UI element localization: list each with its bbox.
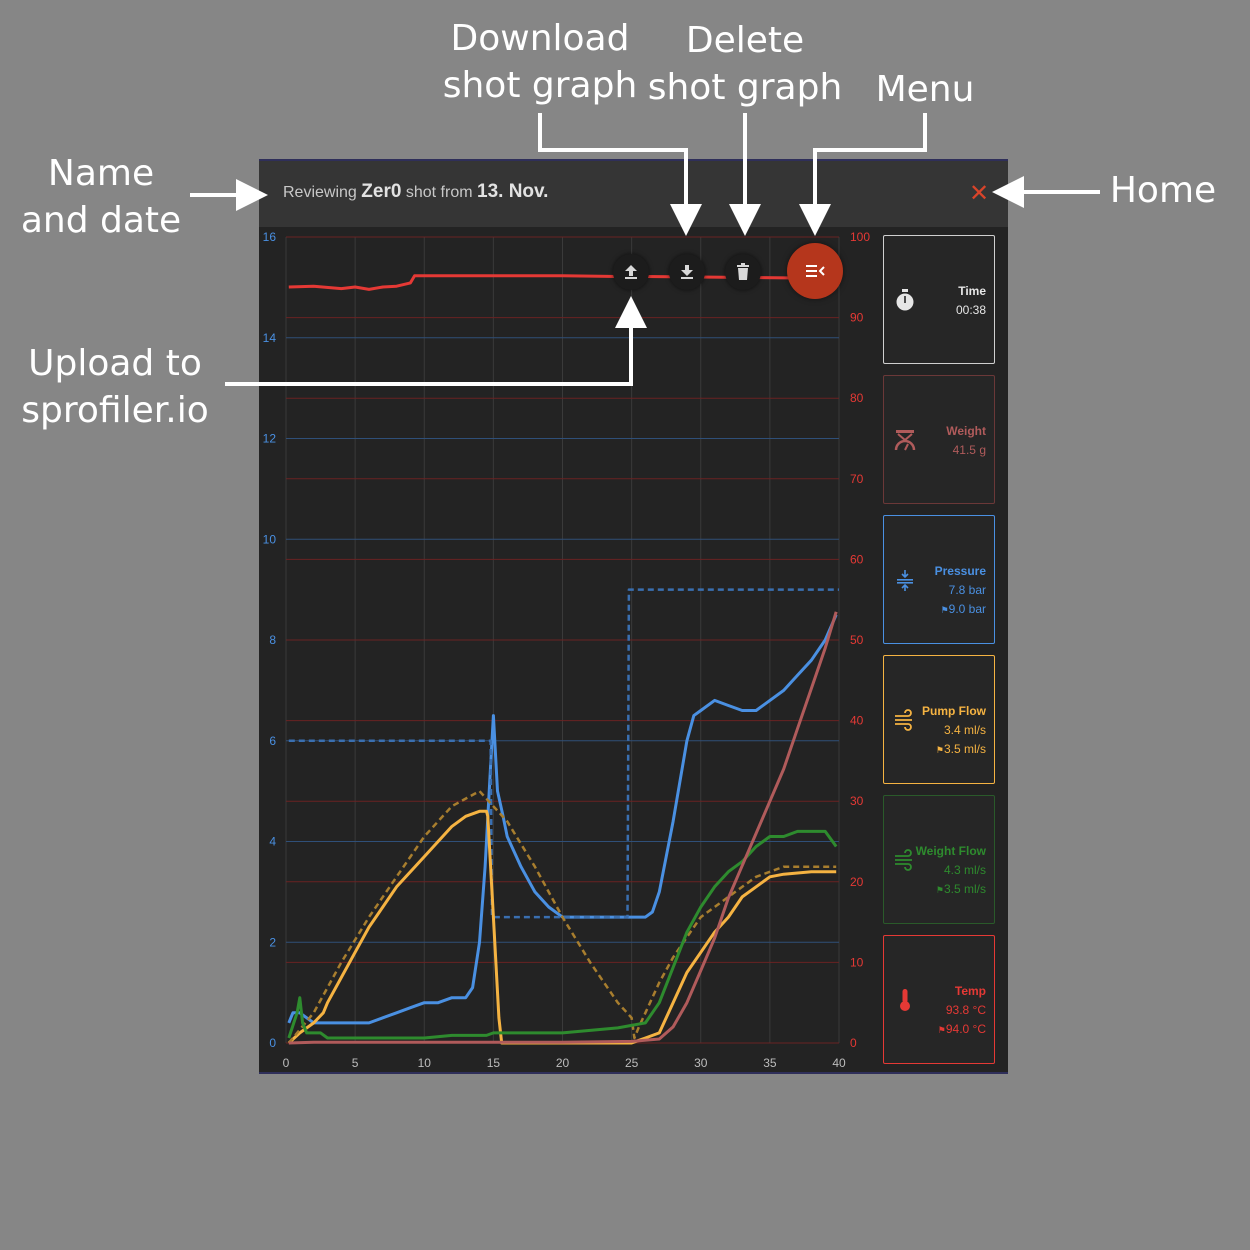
right-tick-label: 50	[850, 633, 864, 647]
profile-name: Zer0	[361, 181, 402, 202]
callout-menu: Menu	[875, 69, 975, 110]
callout-home: Home	[1109, 170, 1217, 211]
title-prefix: Reviewing	[283, 184, 357, 201]
scale-icon	[894, 430, 916, 451]
left-tick-label: 16	[263, 230, 277, 244]
wind-icon	[895, 849, 912, 871]
right-tick-label: 80	[850, 391, 864, 405]
right-tick-label: 90	[850, 311, 864, 325]
right-tick-label: 0	[850, 1036, 857, 1050]
menu-button[interactable]	[787, 243, 843, 299]
compress-icon	[897, 570, 913, 591]
weight-series-line	[288, 611, 838, 1045]
x-tick-label: 5	[352, 1056, 359, 1070]
temp-card: Temp 93.8 °C ⚑94.0 °C	[883, 935, 995, 1064]
weight-flow-label: Weight Flow	[915, 844, 986, 858]
arrow-download	[538, 113, 702, 236]
pressure-card: Pressure 7.8 bar ⚑9.0 bar	[883, 515, 995, 644]
pump-flow-card: Pump Flow 3.4 ml/s ⚑3.5 ml/s	[883, 655, 995, 784]
left-tick-label: 8	[269, 633, 276, 647]
target-pressure-series-line	[288, 588, 839, 919]
weight-flow-card: Weight Flow 4.3 ml/s ⚑3.5 ml/s	[883, 795, 995, 924]
download-button[interactable]	[669, 254, 705, 290]
target-flag-icon: ⚑	[935, 745, 944, 755]
shot-graph: 0 5 10 15 20 25 30 35 40 0 2 4 6 8 10 12 14 16 0 10 20 30 40 50…	[263, 230, 871, 1070]
shot-title: Reviewing Zer0 shot from 13. Nov.	[283, 181, 548, 203]
temp-label: Temp	[954, 984, 986, 998]
time-value: 00:38	[955, 303, 986, 317]
shot-review-window: Reviewing Zer0 shot from 13. Nov. ✕ 0 5 10…	[259, 159, 1008, 1074]
arrow-upload	[225, 296, 647, 386]
trash-icon	[737, 263, 749, 280]
home-close-button[interactable]: ✕	[968, 179, 990, 207]
pump-flow-label: Pump Flow	[922, 704, 986, 718]
stopwatch-icon	[896, 289, 914, 311]
target-flag-icon: ⚑	[935, 885, 944, 895]
pump-flow-value: 3.4 ml/s	[943, 723, 986, 737]
callout-name-and-date: Name and date	[20, 153, 182, 241]
x-tick-label: 20	[556, 1056, 570, 1070]
pressure-series-line	[287, 614, 838, 1025]
target-flag-icon: ⚑	[940, 605, 949, 615]
weight-card: Weight 41.5 g	[883, 375, 995, 504]
thermometer-icon	[900, 989, 910, 1011]
target-flow-series-line	[287, 789, 837, 1044]
temp-target: 94.0 °C	[945, 1022, 986, 1036]
left-tick-label: 6	[269, 734, 276, 748]
x-tick-label: 40	[832, 1056, 846, 1070]
x-tick-label: 25	[625, 1056, 639, 1070]
right-tick-label: 10	[850, 955, 864, 969]
delete-button[interactable]	[725, 254, 761, 290]
menu-open-icon	[806, 265, 825, 277]
upload-button[interactable]	[613, 254, 649, 290]
weight-value: 41.5 g	[952, 443, 986, 457]
x-tick-label: 15	[487, 1056, 501, 1070]
title-middle: shot from	[405, 184, 473, 201]
download-icon	[681, 265, 693, 279]
weight-flow-target: 3.5 ml/s	[943, 882, 986, 896]
x-tick-label: 30	[694, 1056, 708, 1070]
weight-flow-series-line	[287, 829, 838, 1040]
right-tick-label: 20	[850, 875, 864, 889]
temp-value: 93.8 °C	[945, 1003, 986, 1017]
weight-label: Weight	[946, 424, 986, 438]
left-tick-label: 10	[263, 532, 277, 546]
left-tick-label: 14	[263, 331, 277, 345]
pressure-value: 7.8 bar	[948, 583, 986, 597]
weight-flow-value: 4.3 ml/s	[943, 863, 986, 877]
callout-delete: Delete shot graph	[647, 20, 843, 108]
right-tick-label: 60	[850, 552, 864, 566]
upload-icon	[625, 265, 637, 279]
right-tick-label: 100	[850, 230, 870, 244]
right-tick-label: 40	[850, 714, 864, 728]
pump-flow-target: 3.5 ml/s	[943, 742, 986, 756]
left-tick-label: 4	[269, 835, 276, 849]
shot-review-header: Reviewing Zer0 shot from 13. Nov. ✕	[259, 161, 1008, 227]
left-tick-label: 0	[269, 1036, 276, 1050]
wind-icon	[895, 709, 912, 731]
time-label: Time	[958, 284, 986, 298]
pressure-label: Pressure	[934, 564, 986, 578]
target-flag-icon: ⚑	[937, 1025, 946, 1035]
pressure-target: 9.0 bar	[948, 602, 986, 616]
left-tick-label: 2	[269, 935, 276, 949]
right-tick-label: 30	[850, 794, 864, 808]
left-tick-label: 12	[263, 432, 277, 446]
x-tick-label: 0	[283, 1056, 290, 1070]
pump-flow-series-line	[287, 809, 837, 1045]
callout-download: Download shot graph	[442, 18, 638, 106]
time-card: Time 00:38	[883, 235, 995, 364]
x-tick-label: 35	[763, 1056, 777, 1070]
right-tick-label: 70	[850, 472, 864, 486]
x-tick-label: 10	[418, 1056, 432, 1070]
arrow-menu	[799, 113, 927, 236]
shot-date: 13. Nov.	[477, 181, 549, 202]
callout-upload: Upload to sprofiler.io	[21, 343, 209, 431]
